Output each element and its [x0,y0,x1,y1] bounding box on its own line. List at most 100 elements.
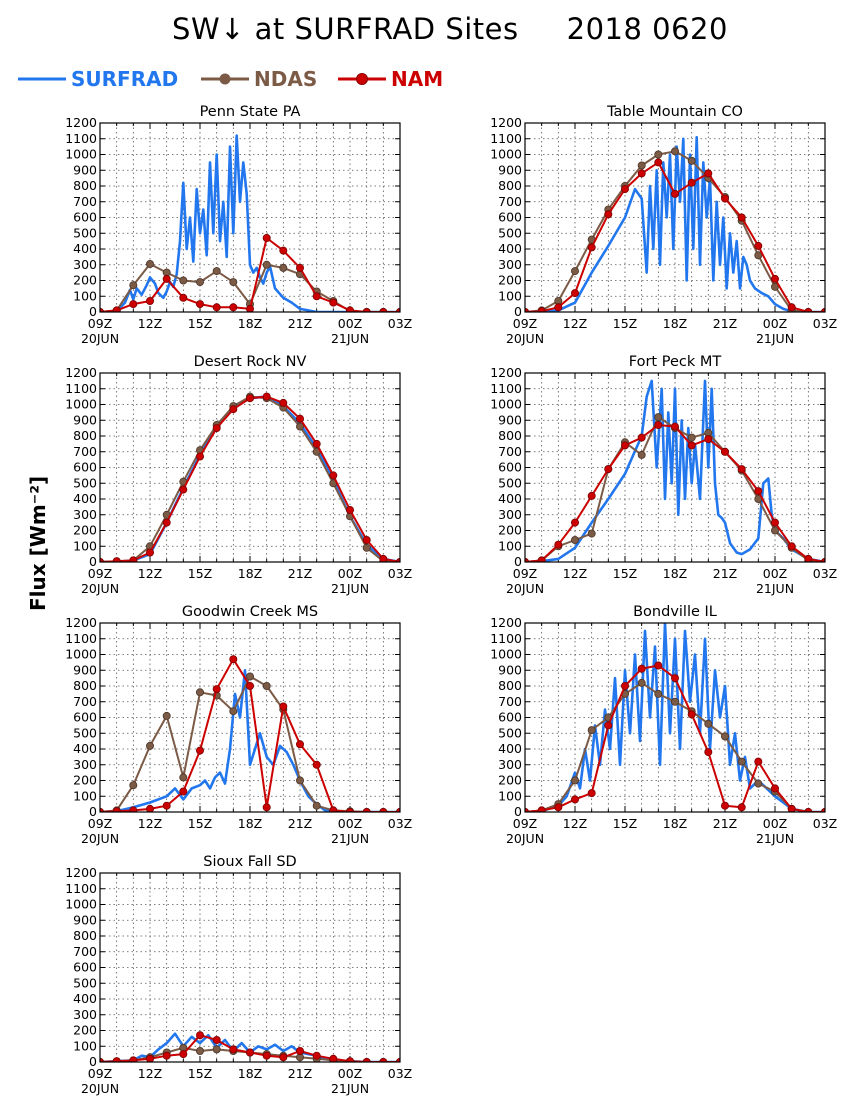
data-point-nam [195,746,204,755]
chart-table-mountain-co: Table Mountain CO 01002003004005006007008… [490,104,837,346]
data-point-nam [129,1056,138,1062]
series-line-surfrad [525,135,825,312]
data-point-nam [279,246,288,255]
y-tick-label: 0 [514,804,522,819]
y-tick-label: 100 [73,538,97,553]
data-point-nam [621,185,630,194]
data-point-nam [379,1058,388,1062]
x-tick-label: 12Z [138,1066,162,1081]
data-point-nam [771,518,780,527]
legend-label-ndas: NDAS [254,67,318,91]
y-tick-label: 800 [73,678,97,693]
y-tick-label: 300 [73,757,97,772]
data-point-nam [279,398,288,407]
plot-frame [524,372,826,563]
y-tick-label: 1200 [490,365,522,380]
data-point-nam [654,661,663,670]
data-point-ndas [229,707,238,716]
x-tick-label: 18Z [238,1066,262,1081]
y-tick-label: 500 [73,475,97,490]
y-tick-label: 500 [498,725,522,740]
chart-title: Bondville IL [633,604,717,620]
y-tick-label: 100 [498,538,522,553]
x-date-label: 20JUN [81,831,119,846]
x-tick-label: 18Z [663,316,687,331]
x-tick-label: 18Z [238,316,262,331]
y-tick-label: 800 [73,928,97,943]
x-date-label: 21JUN [331,831,369,846]
data-point-ndas [279,263,288,272]
data-point-nam [637,169,646,178]
plot-frame [524,122,826,313]
x-tick-label: 00Z [338,566,362,581]
y-tick-label: 100 [498,788,522,803]
x-tick-label: 21Z [288,566,312,581]
page-title-date: 2018 0620 [566,12,728,46]
data-point-nam [637,433,646,442]
data-point-nam [229,303,238,312]
x-tick-label: 12Z [563,316,587,331]
x-date-label: 21JUN [756,331,794,346]
data-point-ndas [587,726,596,735]
y-tick-label: 0 [89,1054,97,1069]
data-point-ndas [671,697,680,706]
series-nam [100,392,400,562]
y-tick-label: 800 [498,678,522,693]
data-point-nam [362,808,371,812]
y-tick-label: 200 [498,273,522,288]
data-point-nam [787,542,796,551]
data-point-nam [312,1051,321,1060]
y-tick-label: 400 [498,241,522,256]
x-tick-label: 15Z [188,316,212,331]
data-point-nam [654,420,663,429]
y-tick-label: 1100 [65,881,97,896]
data-point-ndas [637,678,646,687]
data-point-nam [179,787,188,796]
x-tick-label: 00Z [763,816,787,831]
y-tick-label: 700 [498,444,522,459]
data-point-ndas [587,529,596,538]
chart-bondville-il: Bondville IL 0100200300400500600700800900… [490,604,837,846]
data-point-nam [312,292,321,301]
y-tick-label: 500 [498,475,522,490]
x-tick-label: 00Z [338,816,362,831]
data-point-nam [146,1054,154,1062]
data-point-nam [212,1036,221,1045]
y-tick-label: 500 [498,225,522,240]
y-tick-label: 300 [498,757,522,772]
y-tick-label: 400 [498,491,522,506]
y-tick-label: 1000 [65,397,97,412]
y-tick-label: 400 [73,991,97,1006]
y-tick-label: 300 [73,257,97,272]
data-point-nam [687,710,696,719]
x-tick-label: 18Z [663,816,687,831]
series-surfrad [525,135,825,312]
data-point-nam [295,1047,304,1056]
page-title-text: SW↓ at SURFRAD Sites [172,12,519,46]
data-point-nam [379,554,388,562]
data-point-ndas [737,757,746,766]
series-nam [525,158,825,312]
y-tick-label: 1000 [490,647,522,662]
data-point-nam [362,1058,371,1062]
x-tick-label: 15Z [188,1066,212,1081]
data-point-nam [179,1050,188,1059]
y-tick-label: 600 [498,710,522,725]
data-point-ndas [637,161,646,170]
data-point-ndas [229,278,238,287]
data-point-nam [345,505,354,514]
data-point-nam [621,441,630,450]
x-tick-label: 03Z [388,566,412,581]
data-point-nam [162,518,171,527]
y-tick-label: 0 [89,554,97,569]
series-nam [100,655,400,812]
plot-frame [99,622,401,813]
x-tick-label: 09Z [88,566,112,581]
data-point-ndas [654,689,663,698]
x-tick-label: 09Z [88,1066,112,1081]
data-point-nam [704,169,713,178]
y-tick-label: 300 [73,507,97,522]
chart-title: Penn State PA [200,104,301,120]
y-tick-label: 1100 [490,631,522,646]
data-point-nam [704,435,713,444]
